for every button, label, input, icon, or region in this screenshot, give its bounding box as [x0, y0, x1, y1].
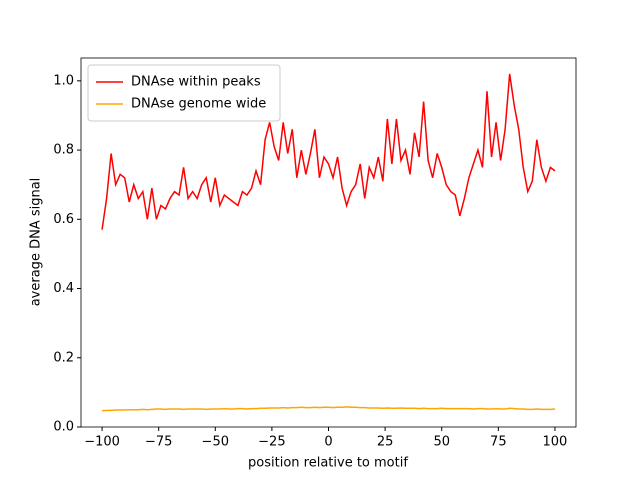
x-tick-label: −50	[202, 435, 229, 450]
y-axis-label: average DNA signal	[29, 178, 44, 307]
y-tick-label: 0.0	[53, 420, 74, 435]
x-tick-label: 25	[377, 435, 394, 450]
x-tick-label: 50	[433, 435, 450, 450]
y-tick-label: 0.8	[53, 143, 74, 158]
y-tick-label: 0.6	[53, 212, 74, 227]
x-tick-label: 75	[490, 435, 507, 450]
axes-frame	[80, 57, 577, 428]
data-line	[101, 73, 556, 230]
x-tick-label: −75	[145, 435, 172, 450]
legend-label: DNAse within peaks	[131, 75, 261, 90]
x-tick-label: 0	[324, 435, 332, 450]
x-tick-label: −25	[258, 435, 285, 450]
legend-label: DNAse genome wide	[131, 97, 266, 112]
y-tick-label: 1.0	[53, 73, 74, 88]
data-line	[102, 406, 555, 412]
y-tick-label: 0.4	[53, 281, 74, 296]
y-tick-label: 0.2	[53, 350, 74, 365]
legend-box	[87, 64, 281, 122]
x-tick-label: 100	[543, 435, 568, 450]
x-tick-label: −100	[84, 435, 120, 450]
x-axis-label: position relative to motif	[248, 456, 408, 471]
